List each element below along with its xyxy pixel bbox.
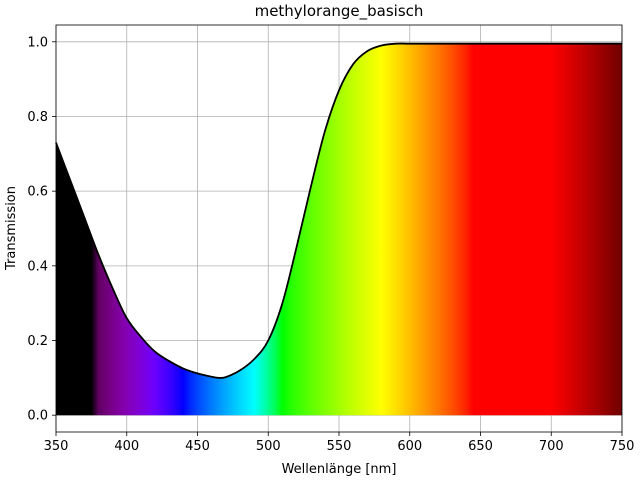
y-tick-label: 0.0 [27, 409, 48, 424]
x-tick-label: 350 [44, 439, 69, 454]
series-line [55, 42, 622, 379]
y-tick-label: 0.4 [27, 259, 48, 274]
y-tick-label: 0.6 [27, 185, 48, 200]
x-tick-label: 600 [397, 439, 422, 454]
x-tick-label: 500 [256, 439, 281, 454]
x-tick-label: 400 [114, 439, 139, 454]
x-tick-label: 650 [468, 439, 493, 454]
x-tick-label: 700 [539, 439, 564, 454]
x-tick-label: 750 [610, 439, 635, 454]
y-axis: 0.0 0.2 0.4 0.6 0.8 1.0 [27, 35, 56, 424]
y-tick-label: 1.0 [27, 35, 48, 50]
x-tick-label: 450 [185, 439, 210, 454]
x-axis: 350 400 450 500 550 600 650 700 750 [44, 432, 635, 454]
y-tick-label: 0.2 [27, 334, 48, 349]
y-tick-label: 0.8 [27, 110, 48, 125]
y-axis-title: Transmission [4, 186, 19, 271]
x-axis-title: Wellenlänge [nm] [282, 462, 397, 477]
chart-title: methylorange_basisch [255, 2, 424, 21]
x-tick-label: 550 [327, 439, 352, 454]
